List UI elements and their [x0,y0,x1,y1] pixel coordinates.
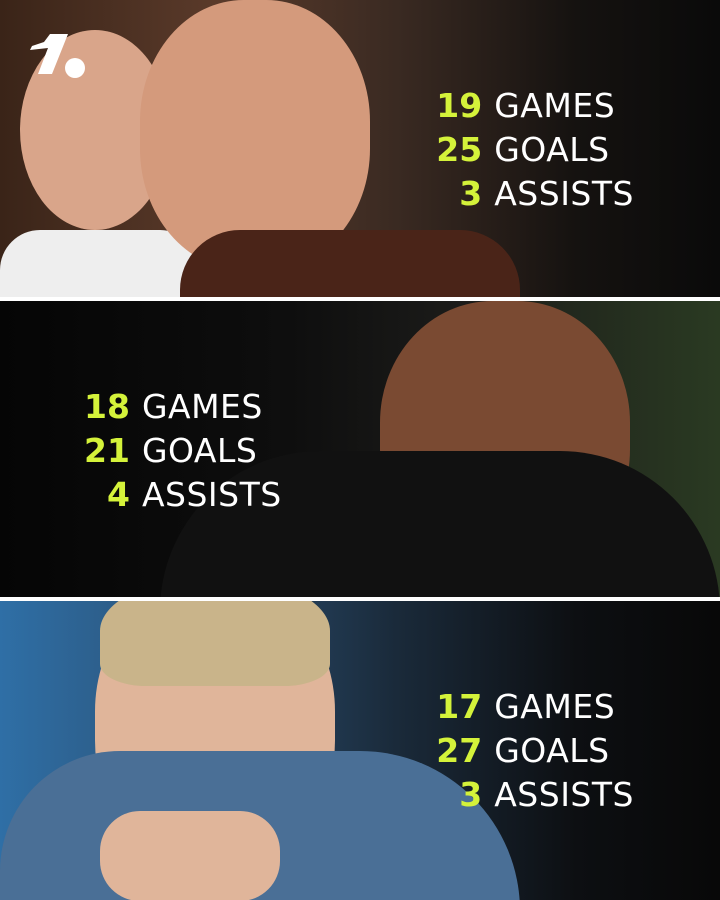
assists-value: 4 [106,475,130,514]
stats-block: 17 GAMES 27 GOALS 3 ASSISTS [436,685,634,817]
player-panel-1: 19 GAMES 25 GOALS 3 ASSISTS [0,0,720,297]
stats-block: 18 GAMES 21 GOALS 4 ASSISTS [84,385,282,517]
games-label: GAMES [494,86,616,125]
player-photo [0,0,560,297]
stats-block: 19 GAMES 25 GOALS 3 ASSISTS [436,84,634,216]
assists-label: ASSISTS [141,475,282,514]
goals-label: GOALS [494,731,610,770]
games-label: GAMES [494,687,616,726]
onefootball-logo [30,30,88,80]
goals-label: GOALS [494,130,610,169]
player-panel-3: 17 GAMES 27 GOALS 3 ASSISTS [0,601,720,900]
goals-value: 25 [436,130,483,169]
goals-label: GOALS [141,431,258,470]
games-value: 17 [436,687,483,726]
assists-label: ASSISTS [494,775,634,814]
assists-label: ASSISTS [494,174,634,213]
player-photo [0,601,520,900]
player-photo [160,301,720,597]
player-panel-2: 18 GAMES 21 GOALS 4 ASSISTS [0,301,720,597]
goals-value: 21 [84,431,130,470]
games-label: GAMES [141,387,263,426]
games-value: 18 [84,387,130,426]
assists-value: 3 [459,775,483,814]
goals-value: 27 [436,731,483,770]
games-value: 19 [436,86,483,125]
assists-value: 3 [459,174,483,213]
